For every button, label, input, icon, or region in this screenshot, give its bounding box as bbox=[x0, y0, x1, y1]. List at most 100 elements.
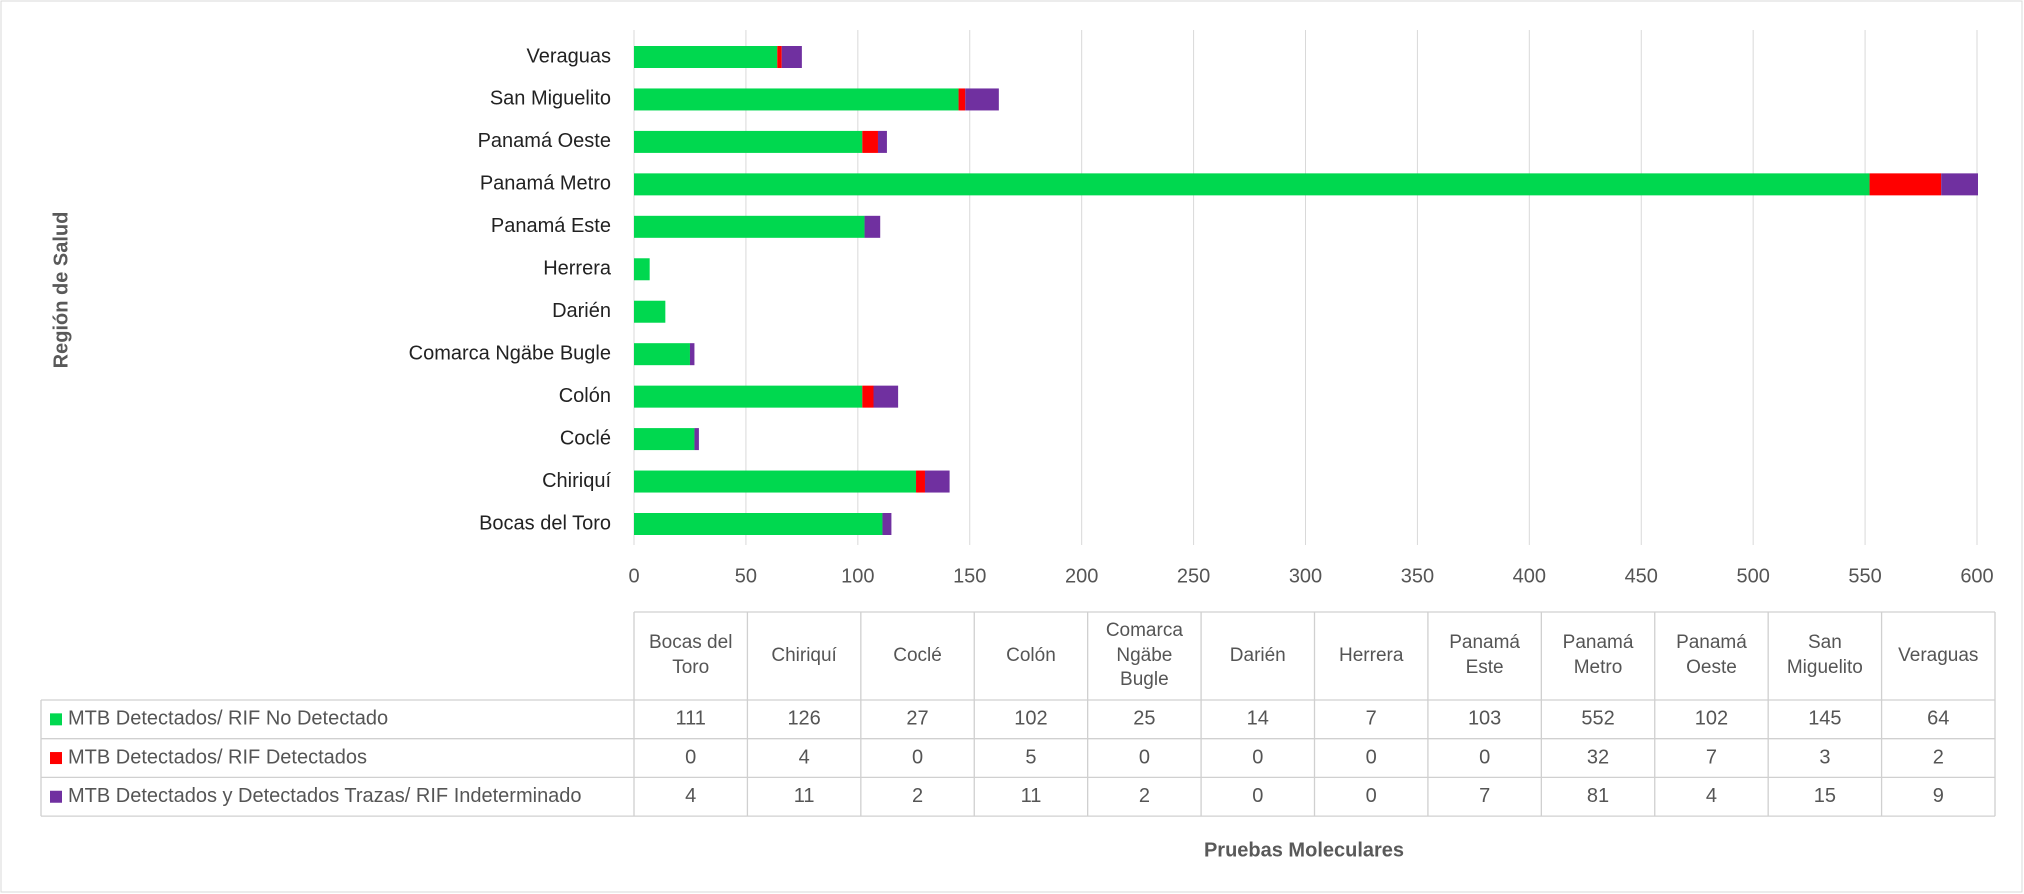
bar-segment bbox=[862, 130, 878, 153]
x-axis-title: Pruebas Moleculares bbox=[1204, 839, 1404, 861]
table-header-label: Coclé bbox=[893, 644, 942, 666]
table-cell: 0 bbox=[685, 746, 696, 768]
y-tick-label: Herrera bbox=[543, 258, 612, 280]
table-cell: 0 bbox=[912, 746, 923, 768]
table-cell: 552 bbox=[1581, 708, 1614, 730]
bar-segment bbox=[634, 46, 778, 68]
table-cell: 5 bbox=[1025, 746, 1036, 768]
y-tick-label: Panamá Este bbox=[491, 215, 611, 237]
table-cell: 11 bbox=[1021, 785, 1042, 807]
table-header-label: Comarca Ngäbe Bugle bbox=[1105, 619, 1183, 691]
bar-segment bbox=[916, 470, 925, 493]
table-cell: 9 bbox=[1933, 785, 1944, 807]
table-cell: 27 bbox=[906, 708, 928, 730]
bar-segment bbox=[634, 343, 690, 366]
table-cell: 145 bbox=[1808, 708, 1841, 730]
table-cell: 0 bbox=[1366, 785, 1377, 807]
table-cell: 0 bbox=[1479, 746, 1490, 768]
legend-label: MTB Detectados/ RIF No Detectado bbox=[68, 708, 388, 730]
table-cell: 2 bbox=[912, 785, 923, 807]
bar-segment bbox=[634, 215, 865, 238]
x-tick-label: 350 bbox=[1401, 565, 1434, 587]
bar-segment bbox=[634, 428, 695, 451]
bar-segment bbox=[777, 46, 782, 68]
table-cell: 126 bbox=[787, 708, 820, 730]
table-cell: 7 bbox=[1706, 746, 1717, 768]
table-header: Panamá Metro bbox=[1562, 632, 1634, 678]
table-cell: 4 bbox=[799, 746, 810, 768]
y-tick-label: Veraguas bbox=[526, 45, 611, 67]
table-cell: 103 bbox=[1468, 708, 1501, 730]
table-cell: 7 bbox=[1366, 708, 1377, 730]
table-header-label: Darién bbox=[1229, 644, 1286, 666]
x-tick-label: 0 bbox=[628, 565, 639, 587]
table-header-label: Veraguas bbox=[1898, 644, 1979, 666]
y-tick-label: Panamá Oeste bbox=[478, 130, 611, 152]
bar-segment bbox=[634, 385, 863, 408]
bar-segment bbox=[862, 385, 874, 408]
table-header: Comarca Ngäbe Bugle bbox=[1105, 619, 1183, 691]
y-tick-label: Coclé bbox=[560, 427, 611, 449]
table-header: Veraguas bbox=[1898, 644, 1979, 666]
x-tick-label: 300 bbox=[1289, 565, 1322, 587]
table-header-label: Colón bbox=[1006, 644, 1056, 666]
table-cell: 0 bbox=[1252, 785, 1263, 807]
table-cell: 102 bbox=[1014, 708, 1047, 730]
table-header: Coclé bbox=[893, 644, 942, 666]
x-tick-label: 250 bbox=[1177, 565, 1210, 587]
table-header: Panamá Oeste bbox=[1676, 632, 1747, 678]
y-tick-label: Bocas del Toro bbox=[479, 512, 611, 534]
y-tick-label: Chiriquí bbox=[542, 470, 611, 492]
x-tick-label: 450 bbox=[1625, 565, 1658, 587]
bar-segment bbox=[634, 300, 666, 323]
bar-segment bbox=[689, 343, 695, 366]
table-header-label: Panamá Metro bbox=[1562, 632, 1634, 678]
table-header: San Miguelito bbox=[1787, 632, 1863, 678]
y-axis-title: Región de Salud bbox=[50, 212, 72, 369]
bar-segment bbox=[634, 130, 863, 153]
table-header-label: Chiriquí bbox=[771, 644, 837, 666]
table-header: Bocas del Toro bbox=[649, 632, 732, 678]
bar-segment bbox=[1869, 173, 1942, 196]
table-header-label: Panamá Oeste bbox=[1676, 632, 1747, 678]
bar-segment bbox=[965, 88, 999, 111]
table-cell: 2 bbox=[1139, 785, 1150, 807]
bar-segment bbox=[882, 513, 892, 535]
x-tick-label: 400 bbox=[1513, 565, 1546, 587]
y-tick-label: San Miguelito bbox=[490, 88, 611, 110]
table-header-label: Herrera bbox=[1339, 644, 1404, 666]
bar-segment bbox=[873, 385, 899, 408]
bar-segment bbox=[634, 513, 883, 535]
bar-segment bbox=[634, 173, 1870, 196]
table-cell: 4 bbox=[685, 785, 696, 807]
legend-label: MTB Detectados y Detectados Trazas/ RIF … bbox=[68, 785, 582, 807]
legend-swatch bbox=[50, 713, 62, 726]
table-cell: 111 bbox=[676, 708, 706, 730]
x-tick-label: 600 bbox=[1960, 565, 1993, 587]
table-cell: 2 bbox=[1933, 746, 1944, 768]
x-tick-label: 150 bbox=[953, 565, 986, 587]
table-cell: 4 bbox=[1706, 785, 1717, 807]
x-tick-label: 50 bbox=[735, 565, 757, 587]
bar-segment bbox=[694, 428, 699, 451]
table-cell: 25 bbox=[1133, 708, 1155, 730]
table-cell: 81 bbox=[1587, 785, 1609, 807]
table-cell: 0 bbox=[1366, 746, 1377, 768]
legend-swatch bbox=[50, 790, 62, 803]
legend-swatch bbox=[50, 752, 62, 765]
bar-segment bbox=[924, 470, 950, 493]
table-cell: 7 bbox=[1479, 785, 1490, 807]
table-header-label: Panamá Este bbox=[1449, 632, 1520, 678]
bar-segment bbox=[864, 215, 881, 238]
bar-segment bbox=[877, 130, 887, 153]
y-tick-label: Colón bbox=[559, 385, 611, 407]
table-cell: 14 bbox=[1247, 708, 1269, 730]
bar-segment bbox=[958, 88, 966, 111]
bar-segment bbox=[634, 88, 959, 111]
legend-label: MTB Detectados/ RIF Detectados bbox=[68, 746, 367, 768]
table-cell: 0 bbox=[1139, 746, 1150, 768]
y-tick-label: Comarca Ngäbe Bugle bbox=[409, 342, 611, 364]
x-tick-label: 200 bbox=[1065, 565, 1098, 587]
table-cell: 15 bbox=[1814, 785, 1836, 807]
